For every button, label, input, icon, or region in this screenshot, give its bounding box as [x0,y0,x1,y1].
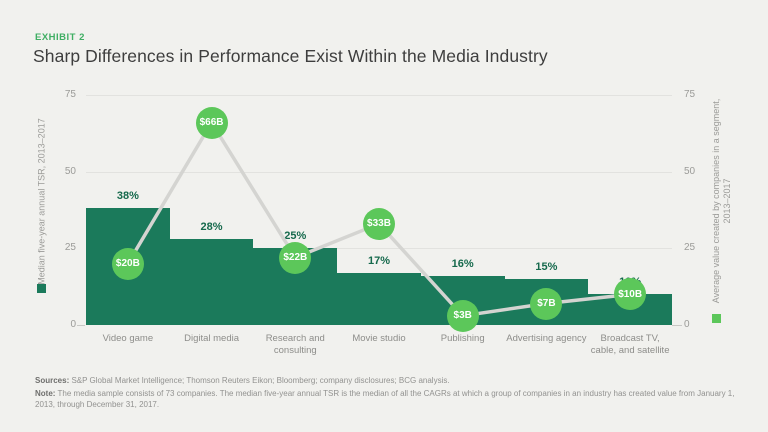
sources-label: Sources: [35,376,70,385]
data-point-marker: $33B [363,207,395,240]
data-point-marker: $20B [111,247,144,280]
line-series-legend-square [712,314,721,323]
gridline [86,95,672,96]
left-axis-title: Median five-year annual TSR, 2013–2017 [36,118,47,285]
right-axis-tick: 0 [684,319,690,330]
plot-area: 38%28%25%17%16%15%10% $20B$66B$22B$33B$3… [86,95,672,332]
left-axis-tick: 0 [70,319,76,330]
category-label: Video game [102,333,154,344]
left-axis-tick: 50 [64,165,76,177]
right-axis-tick: 25 [684,242,696,254]
bar [169,239,254,325]
bar-value-label: 25% [284,230,307,243]
data-point-marker: $66B [195,106,228,139]
right-axis-title: Average value created by companies in a … [711,98,732,304]
page-title: Sharp Differences in Performance Exist W… [33,46,548,66]
bar-value-label: 38% [116,190,139,203]
bar [337,272,421,325]
left-axis-tick: 25 [64,242,76,254]
right-axis-tick: 75 [684,89,696,100]
category-label: Publishing [440,333,485,344]
category-label: Digital media [184,333,240,344]
right-zero-tick-dash [672,324,682,326]
data-point-marker: $7B [530,287,563,320]
data-point-marker: $3B [446,299,479,332]
category-label: Advertising agency [506,333,587,344]
data-point-marker: $10B [614,278,647,311]
note-label: Note: [35,388,56,398]
category-label: Broadcast TV, cable, and satellite [590,333,670,356]
bar-value-label: 17% [367,254,390,267]
exhibit-label: EXHIBIT 2 [35,32,85,43]
gridline [86,248,672,250]
footnotes: Sources: S&P Global Market Intelligence;… [35,376,741,412]
category-label: Research and consulting [265,333,325,356]
left-zero-tick-dash [77,324,85,326]
sources-text: S&P Global Market Intelligence; Thomson … [71,376,450,385]
bar-value-label: 16% [451,257,474,270]
gridline [86,171,672,173]
bar-series-legend-square [37,284,46,293]
bar-value-label: 15% [535,261,558,273]
sources-line: Sources: S&P Global Market Intelligence;… [35,376,741,387]
right-axis-tick: 50 [684,165,696,177]
note-text: The media sample consists of 73 companie… [35,388,735,409]
category-label: Movie studio [352,333,406,344]
data-point-marker: $22B [279,241,312,274]
left-axis-tick: 75 [64,89,76,100]
bar-value-label: 28% [200,221,223,234]
note-line: Note: The media sample consists of 73 co… [35,389,741,411]
